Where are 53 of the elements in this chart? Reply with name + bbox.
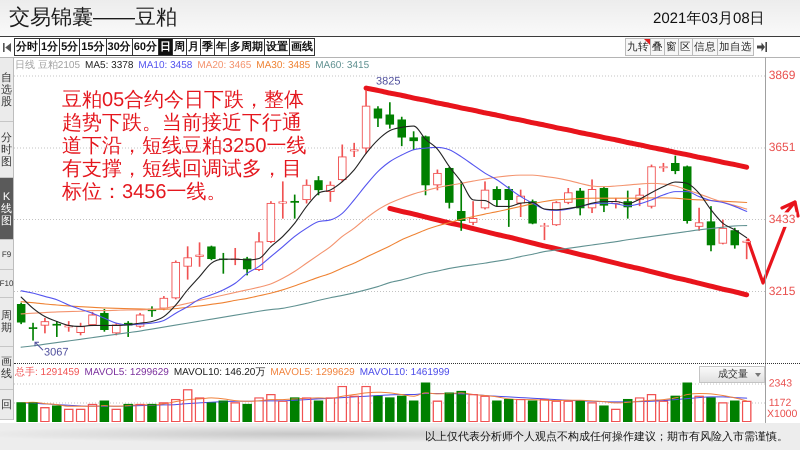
text: MA30: 3485: [256, 60, 310, 72]
dropdown: 成交量: [699, 366, 765, 383]
toolbar-button: 周: [172, 38, 187, 56]
y-tick-label: 2343: [768, 378, 792, 390]
text: MA60: 3415: [315, 60, 370, 72]
text: 总手: 1291459: [15, 367, 80, 379]
annotation: 3067: [44, 346, 69, 358]
toolbar-button: 30分: [106, 38, 133, 56]
text: MAVOL5: 1299629: [84, 367, 169, 379]
toolbar-button: 设置: [264, 38, 290, 56]
y-axis-title: X1000: [767, 408, 798, 420]
toolbar-button: 画线: [289, 38, 315, 56]
text: 2021年03月08日: [653, 9, 765, 29]
toolbar-button: 1分: [39, 38, 60, 56]
toolbar-button: 叠: [650, 38, 665, 56]
y-tick-label: 3215: [768, 284, 796, 298]
y-tick-label: 3651: [768, 140, 796, 154]
y-tick-label: 3433: [768, 212, 796, 226]
text: MAVOL10: 146.20万: [174, 367, 266, 379]
toolbar-button: 加自选: [717, 38, 754, 56]
toolbar-button: 分时: [14, 38, 40, 56]
side-tab: 周期: [0, 298, 13, 347]
toolbar-button: 九转: [625, 38, 651, 56]
series-label: MAVOL10: 1461999: [360, 367, 450, 379]
toolbar-button: 多周期: [228, 38, 265, 56]
toolbar-button: 60分: [132, 38, 159, 56]
text: MA5: 3378: [85, 60, 134, 72]
side-tab: F9: [0, 240, 13, 270]
chart-title: 成交量: [718, 369, 748, 381]
text: MA20: 3465: [197, 60, 252, 72]
text: 以上仅代表分析师个人观点不构成任何操作建议；期市有风险入市需谨慎。: [425, 430, 788, 444]
side-tab: 画线: [0, 347, 13, 390]
side-tab: K线图: [0, 178, 13, 240]
text: MA10: 3458: [138, 60, 192, 72]
toolbar-button: 5分: [59, 38, 80, 56]
toolbar-button: 区: [678, 38, 693, 56]
toolbar-button: 15分: [79, 38, 106, 56]
side-tab: 自选股: [0, 58, 13, 122]
toolbar-button: 窗: [664, 38, 679, 56]
annotation: 3825: [376, 75, 401, 88]
toolbar-button: 月: [186, 38, 201, 56]
y-tick-label: 1172: [768, 396, 792, 409]
toolbar-button: 年: [214, 38, 229, 56]
toolbar-button: 日: [158, 38, 173, 56]
y-tick-label: 3869: [768, 68, 796, 82]
side-tab: F10: [0, 270, 13, 298]
chart-title: 日线 豆粕2105: [15, 60, 80, 72]
text: 交易锦囊——豆粕: [9, 5, 177, 31]
annotation: 豆粕05合约今日下跌，整体趋势下跌。当前接近下行通道下沿，短线豆粕3250一线有支撑，短线回调试多，目标位：3456一线。: [62, 89, 308, 204]
toolbar-button: 信息: [692, 38, 718, 56]
toolbar-button: 季: [200, 38, 215, 56]
series-label: MAVOL5: 1299629: [270, 367, 355, 379]
side-tab: 回: [0, 390, 13, 420]
